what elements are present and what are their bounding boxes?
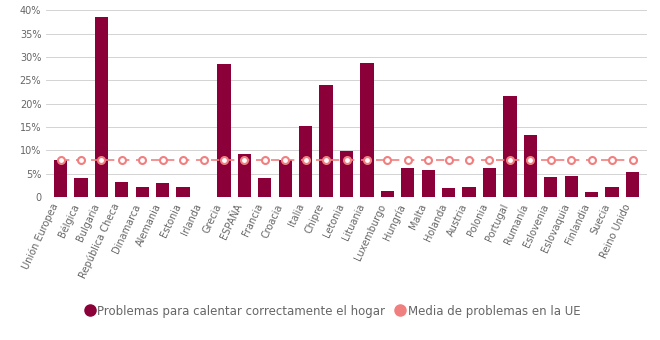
Bar (238, 154, 251, 197)
Bar (75, 177, 88, 197)
Bar (360, 63, 374, 197)
Bar (544, 177, 558, 197)
Bar (564, 176, 578, 197)
Bar (95, 17, 108, 197)
Bar (176, 187, 189, 197)
Bar (585, 192, 598, 197)
Bar (135, 187, 149, 197)
Bar (217, 64, 230, 197)
Bar (279, 160, 292, 197)
Bar (299, 126, 312, 197)
Bar (605, 187, 618, 197)
Bar (401, 168, 414, 197)
Bar (524, 136, 537, 197)
Bar (156, 183, 169, 197)
Bar (115, 182, 129, 197)
Bar (504, 96, 517, 197)
Legend: Problemas para calentar correctamente el hogar, Media de problemas en la UE: Problemas para calentar correctamente el… (82, 300, 585, 323)
Bar (442, 188, 455, 197)
Bar (626, 172, 639, 197)
Bar (340, 151, 353, 197)
Bar (258, 177, 271, 197)
Bar (422, 170, 435, 197)
Bar (463, 187, 476, 197)
Bar (483, 168, 496, 197)
Bar (54, 160, 67, 197)
Bar (319, 85, 333, 197)
Bar (381, 191, 394, 197)
